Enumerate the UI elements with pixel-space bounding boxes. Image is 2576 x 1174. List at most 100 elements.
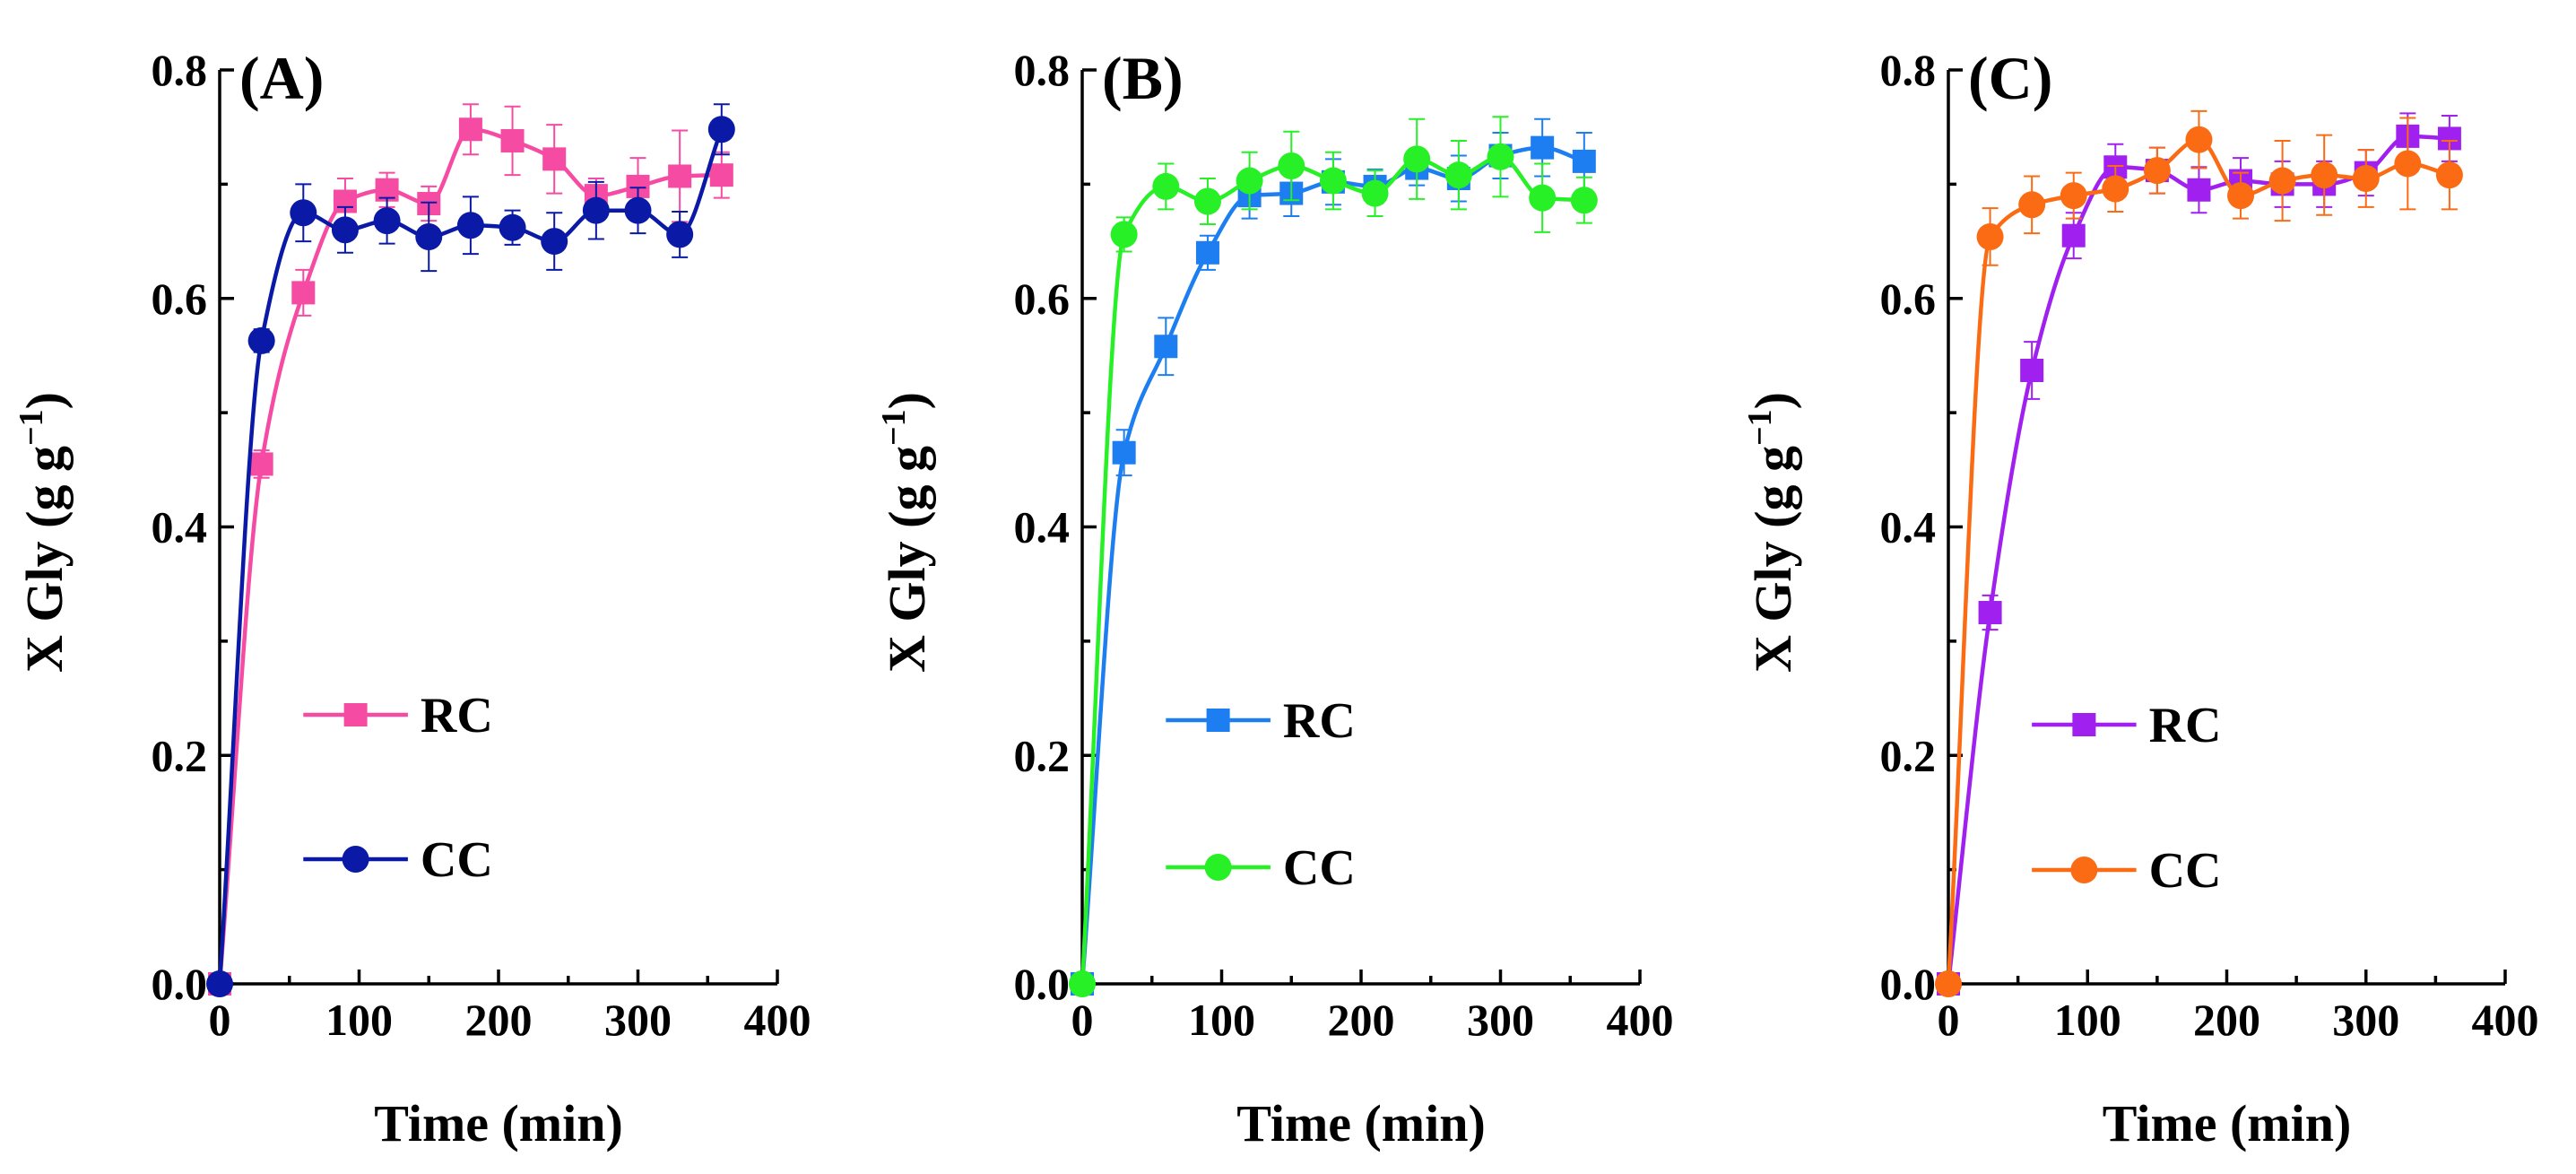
data-point <box>542 147 567 171</box>
legend-marker <box>2070 857 2098 883</box>
data-point <box>1444 161 1472 189</box>
x-tick-label: 0 <box>1938 995 1960 1045</box>
data-point <box>1278 152 1305 179</box>
x-tick-label: 200 <box>2193 995 2260 1045</box>
data-point <box>1193 187 1221 215</box>
data-point <box>541 228 568 256</box>
data-point <box>2061 223 2086 248</box>
y-axis-title-close: ) <box>878 392 936 409</box>
x-tick-label: 100 <box>1188 995 1255 1045</box>
data-point <box>582 196 610 224</box>
data-point <box>499 213 526 241</box>
data-point <box>666 221 694 248</box>
data-point <box>2102 175 2129 203</box>
data-point <box>2435 161 2463 189</box>
legend-label: CC <box>1283 840 1356 896</box>
y-axis-title-close: ) <box>1744 392 1802 409</box>
x-axis-title: Time (min) <box>2103 1094 2352 1152</box>
x-tick-label: 300 <box>1467 995 1534 1045</box>
y-axis-title-superscript: −1 <box>13 409 50 446</box>
data-point <box>2020 358 2044 382</box>
series-cc <box>1935 109 2463 997</box>
y-tick-label: 0.0 <box>1880 959 1937 1009</box>
legend-entry-rc: RC <box>2032 698 2221 753</box>
y-tick-label: 0.8 <box>152 45 208 95</box>
panel-label: (B) <box>1102 44 1184 112</box>
panel-label: (A) <box>239 44 324 112</box>
data-point <box>2143 157 2171 185</box>
data-point <box>2060 182 2087 210</box>
data-point <box>291 281 316 305</box>
legend-label: RC <box>421 688 493 744</box>
data-point <box>500 128 525 152</box>
y-tick-label: 0.2 <box>1880 730 1937 780</box>
data-point <box>1978 601 2002 625</box>
data-point <box>1112 440 1136 465</box>
x-tick-label: 400 <box>744 995 811 1045</box>
legend-marker <box>342 846 369 873</box>
y-axis-title-main: X Gly (g g <box>878 446 936 673</box>
data-point <box>458 117 482 142</box>
legend-label: RC <box>1283 693 1356 749</box>
data-point <box>1531 135 1555 160</box>
legend-label: CC <box>421 832 493 888</box>
y-axis-title-main: X Gly (g g <box>15 446 74 673</box>
y-tick-label: 0.2 <box>1014 730 1071 780</box>
panel-label: (C) <box>1968 44 2052 112</box>
chart-panel-a: 0 100 200 300 400 0.0 0.2 0.4 0.6 0.8 Time (min) X … <box>13 44 811 1152</box>
data-point <box>2187 178 2211 202</box>
data-point <box>1572 149 1596 173</box>
chart-panel-c: 0 100 200 300 400 0.0 0.2 0.4 0.6 0.8 Time (min) X … <box>1741 44 2539 1152</box>
data-point <box>1570 187 1598 214</box>
legend-marker <box>1206 709 1230 732</box>
data-point <box>456 212 484 239</box>
legend-entry-rc: RC <box>1166 693 1356 749</box>
data-point <box>290 199 317 227</box>
data-point <box>1152 172 1180 200</box>
y-axis-title-superscript: −1 <box>875 409 913 446</box>
legend-marker <box>1204 854 1232 881</box>
data-point <box>331 216 359 244</box>
y-tick-label: 0.0 <box>152 959 208 1009</box>
data-point <box>2352 165 2380 193</box>
data-point <box>1069 970 1096 997</box>
legend-entry-rc: RC <box>303 688 493 744</box>
legend-label: RC <box>2149 698 2222 753</box>
legend-marker <box>2072 713 2096 736</box>
legend-entry-cc: CC <box>2032 843 2221 899</box>
y-tick-label: 0.6 <box>1014 274 1071 324</box>
y-axis-title: X Gly (g g−1) <box>1741 392 1802 673</box>
data-point <box>707 116 735 143</box>
x-tick-label: 0 <box>209 995 231 1045</box>
data-point <box>247 326 275 354</box>
y-tick-label: 0.4 <box>1014 502 1071 552</box>
y-axis-title: X Gly (g g−1) <box>875 392 936 673</box>
data-point <box>1154 335 1178 359</box>
data-point <box>2018 191 2046 219</box>
x-axis-title: Time (min) <box>374 1094 623 1152</box>
data-point <box>373 207 401 235</box>
data-point <box>668 164 692 188</box>
x-axis-title: Time (min) <box>1236 1094 1486 1152</box>
y-tick-label: 0.4 <box>1880 502 1937 552</box>
data-point <box>415 222 443 250</box>
data-point <box>1403 145 1431 173</box>
data-point <box>2185 126 2213 153</box>
y-tick-label: 0.4 <box>152 502 208 552</box>
y-tick-label: 0.8 <box>1014 45 1071 95</box>
data-point <box>1487 143 1514 170</box>
legend-label: CC <box>2149 843 2222 899</box>
y-tick-label: 0.6 <box>152 274 208 324</box>
data-point <box>2311 161 2338 189</box>
data-point <box>1529 184 1557 212</box>
y-axis-title: X Gly (g g−1) <box>13 392 74 673</box>
data-point <box>1976 222 2004 250</box>
x-tick-label: 400 <box>2472 995 2539 1045</box>
y-axis-title-close: ) <box>15 392 74 409</box>
x-tick-label: 200 <box>1328 995 1395 1045</box>
data-point <box>1319 167 1347 195</box>
data-point <box>1361 179 1389 207</box>
y-axis-title-main: X Gly (g g <box>1744 446 1802 673</box>
data-point <box>2227 182 2255 210</box>
data-point <box>709 163 733 187</box>
